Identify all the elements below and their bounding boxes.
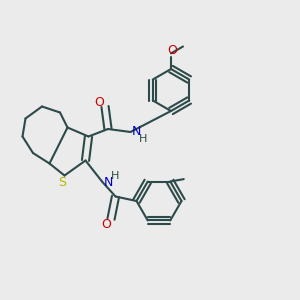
Text: S: S <box>58 176 66 190</box>
Text: O: O <box>102 218 111 231</box>
Text: N: N <box>103 176 113 189</box>
Text: O: O <box>95 95 104 109</box>
Text: H: H <box>110 171 119 181</box>
Text: O: O <box>168 44 177 58</box>
Text: H: H <box>139 134 147 144</box>
Text: N: N <box>132 124 141 138</box>
